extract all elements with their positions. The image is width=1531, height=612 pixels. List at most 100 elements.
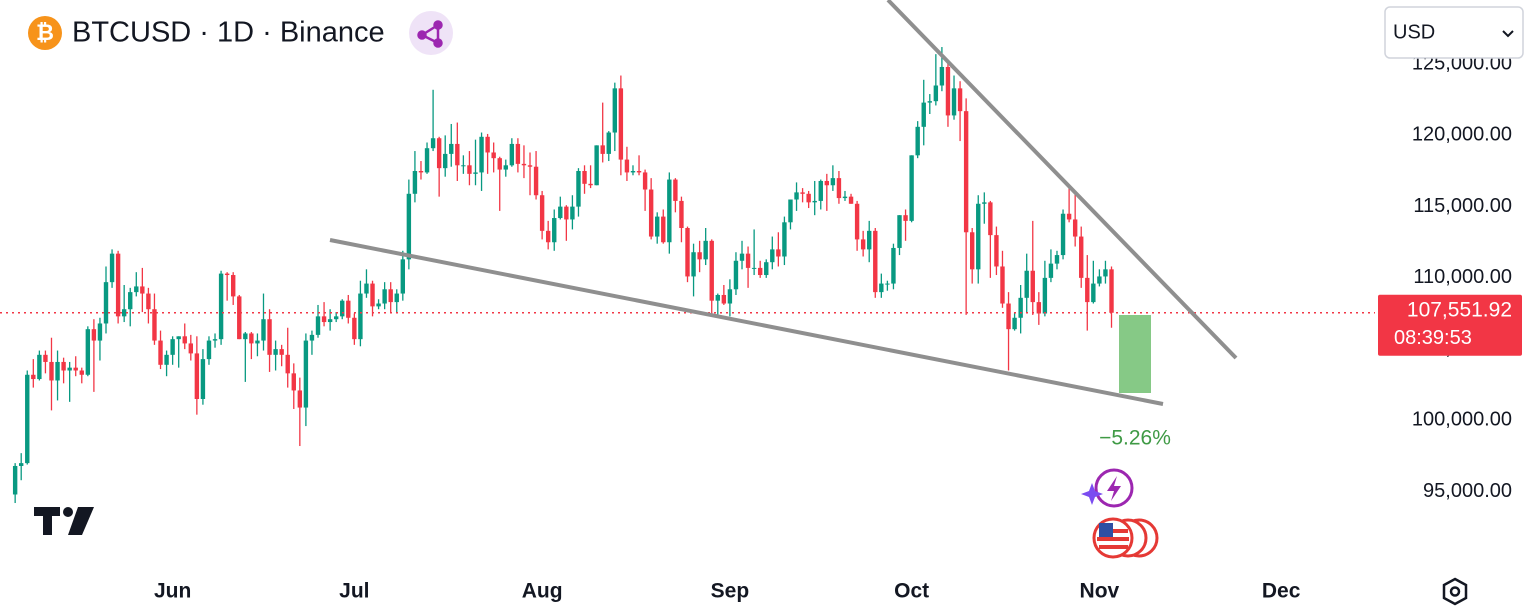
candle-body xyxy=(1018,297,1023,318)
candle-body xyxy=(982,202,987,204)
candle-body xyxy=(418,171,424,173)
candle-body xyxy=(552,218,557,243)
candle-body xyxy=(1006,303,1011,330)
candle-body xyxy=(776,249,781,257)
x-tick-label: Dec xyxy=(1262,580,1301,603)
candle-body xyxy=(721,294,727,304)
candle-body xyxy=(249,333,254,344)
candle-body xyxy=(152,309,157,341)
price-tag-label: 107,551.92 xyxy=(1407,298,1512,321)
candle-body xyxy=(285,354,290,374)
sparkle-icon xyxy=(1081,483,1103,505)
candle-body xyxy=(1012,317,1017,330)
candle-body xyxy=(860,239,866,250)
candle-body xyxy=(794,192,799,200)
candle-body xyxy=(1036,302,1042,314)
candle-body xyxy=(140,286,145,294)
candle-body xyxy=(115,253,121,317)
candle-body xyxy=(618,88,624,160)
candle-body xyxy=(939,66,945,86)
candle-body xyxy=(340,300,345,317)
candle-body xyxy=(703,240,708,260)
candle-body xyxy=(449,143,454,154)
candle-body xyxy=(346,300,351,318)
candle-body xyxy=(642,172,648,190)
candle-body xyxy=(818,180,823,201)
candle-body xyxy=(231,275,236,297)
candle-body xyxy=(782,222,787,257)
candle-body xyxy=(764,262,769,276)
x-tick-label: Sep xyxy=(711,580,750,603)
candle-body xyxy=(182,336,187,344)
candle-body xyxy=(533,166,539,196)
candle-body xyxy=(237,296,242,340)
candle-body xyxy=(388,289,393,303)
candle-body xyxy=(576,171,581,207)
bitcoin-symbol: ₿ xyxy=(36,20,54,45)
candle-body xyxy=(963,111,969,233)
tv-logo xyxy=(34,507,94,535)
x-tick-label: Nov xyxy=(1080,580,1120,603)
candle-body xyxy=(218,273,224,340)
measure-label: −5.26% xyxy=(1099,427,1171,450)
candle-body xyxy=(158,340,163,365)
share-button[interactable] xyxy=(409,11,453,55)
candle-body xyxy=(867,230,872,250)
settings-button[interactable] xyxy=(1442,577,1468,606)
x-tick-label: Jul xyxy=(339,580,369,603)
candle-body xyxy=(79,370,84,375)
candle-body xyxy=(352,317,357,340)
candle-body xyxy=(333,316,339,320)
candle-body xyxy=(55,361,60,381)
candle-body xyxy=(49,361,54,381)
candle-body xyxy=(455,143,460,166)
currency-select[interactable] xyxy=(1384,6,1524,59)
candle-body xyxy=(630,171,636,173)
candle-body xyxy=(509,143,515,166)
candle-body xyxy=(43,354,48,362)
candle-body xyxy=(121,309,127,317)
candle-body xyxy=(951,88,957,116)
candle-body xyxy=(685,228,690,277)
candle-body xyxy=(582,171,587,184)
y-tick-label: 110,000.00 xyxy=(1413,266,1512,288)
candle-body xyxy=(636,171,642,173)
candle-body xyxy=(297,390,303,408)
candle-body xyxy=(594,145,599,186)
candle-body xyxy=(842,196,848,199)
candle-body xyxy=(1103,269,1108,277)
candle-body xyxy=(85,329,91,375)
candle-body xyxy=(588,183,593,186)
candle-body xyxy=(461,165,466,167)
candle-body xyxy=(873,230,878,293)
candle-body xyxy=(170,339,175,355)
candle-body xyxy=(757,267,763,276)
candle-body xyxy=(1091,283,1096,303)
candle-body xyxy=(788,199,793,223)
plot-area: 95,000.00100,000.00105,000.00110,000.001… xyxy=(0,47,1512,603)
candle-body xyxy=(854,203,860,240)
candle-body xyxy=(515,143,521,164)
y-tick-label: 120,000.00 xyxy=(1412,124,1512,146)
candle-body xyxy=(800,192,805,194)
flag-icons[interactable] xyxy=(1092,517,1159,559)
candle-body xyxy=(885,283,890,285)
candle-body xyxy=(824,180,830,186)
candle-body xyxy=(261,319,266,341)
candle-body xyxy=(315,316,321,335)
candle-body xyxy=(406,193,412,260)
candle-body xyxy=(109,253,115,283)
candle-body xyxy=(497,158,502,170)
settings-icon xyxy=(1449,586,1461,597)
candle-body xyxy=(164,354,169,365)
candle-body xyxy=(255,340,260,344)
candle-body xyxy=(545,230,551,243)
candle-body xyxy=(394,293,399,303)
candle-body xyxy=(770,249,775,263)
candle-body xyxy=(745,253,751,268)
candle-body xyxy=(243,333,248,340)
candle-body xyxy=(994,235,999,267)
candle-body xyxy=(891,247,896,284)
candle-body xyxy=(134,286,139,293)
candle-body xyxy=(830,178,836,186)
